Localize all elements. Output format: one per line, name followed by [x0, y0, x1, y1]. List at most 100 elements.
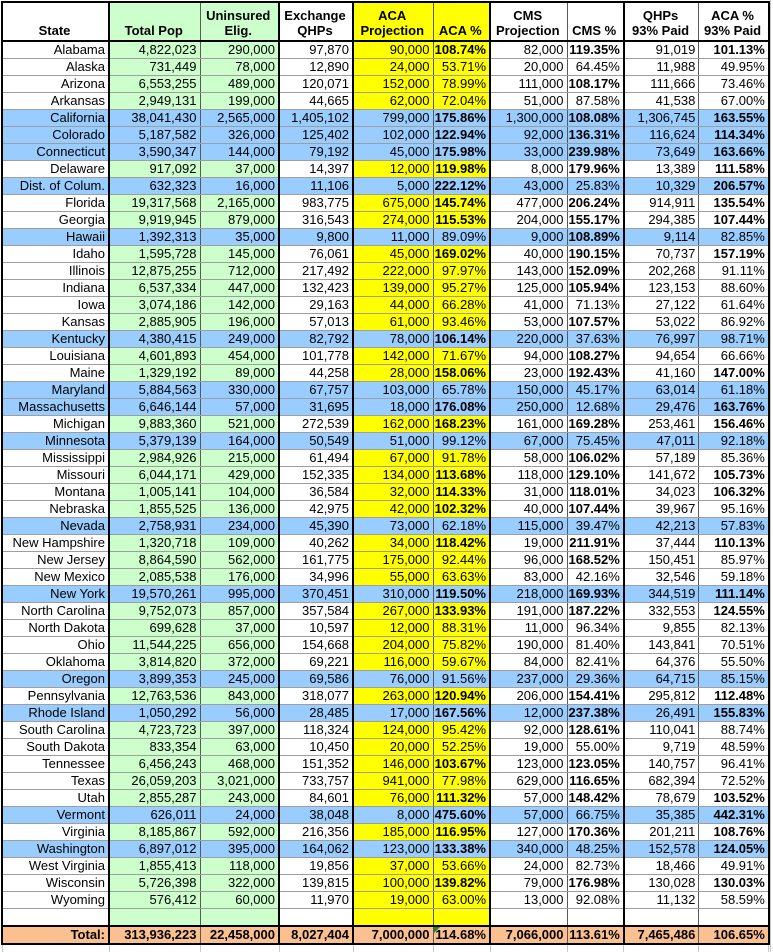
cell-aca_projection[interactable]: 123,000 [353, 840, 434, 858]
cell-total_pop[interactable]: 833,354 [109, 738, 201, 756]
cell-aca_projection[interactable]: 310,000 [353, 585, 434, 603]
cell-aca_pct_93_paid[interactable]: 101.13% [698, 41, 770, 59]
cell-aca_projection[interactable]: 76,000 [353, 670, 434, 688]
cell-qhps_93_paid[interactable]: 94,654 [623, 347, 700, 365]
cell-exchange_qhps[interactable]: 34,996 [279, 568, 354, 586]
cell-aca_pct[interactable]: 158.06% [433, 364, 491, 382]
cell-cms_projection[interactable]: 191,000 [490, 602, 568, 620]
cell-aca_pct_93_paid[interactable]: 49.95% [698, 58, 770, 76]
cell-cms_pct[interactable]: 107.57% [567, 313, 625, 331]
cell-total_pop[interactable]: 38,041,430 [109, 109, 201, 127]
cell-aca_pct[interactable]: 91.78% [433, 449, 491, 467]
cell-aca_pct_93_paid[interactable]: 98.71% [698, 330, 770, 348]
cell-aca_pct_93_paid[interactable]: 112.48% [698, 687, 770, 705]
cell-aca_pct_93_paid[interactable]: 48.59% [698, 738, 770, 756]
cell-total_pop[interactable]: 576,412 [109, 891, 201, 909]
cell-aca_pct_93_paid[interactable]: 106.32% [698, 483, 770, 501]
cell-exchange_qhps[interactable]: 154,668 [279, 636, 354, 654]
cell-aca_projection[interactable]: 24,000 [353, 58, 434, 76]
cell-state[interactable]: California [1, 109, 110, 127]
cell-uninsured_elig[interactable]: 78,000 [200, 58, 280, 76]
cell-exchange_qhps[interactable]: 1,405,102 [279, 109, 354, 127]
cell-aca_pct[interactable]: 91.56% [433, 670, 491, 688]
cell-qhps_93_paid[interactable]: 294,385 [623, 211, 700, 229]
cell-total_pop[interactable]: 2,885,905 [109, 313, 201, 331]
cell-qhps_93_paid[interactable]: 10,329 [623, 177, 700, 195]
cell-cms_projection[interactable]: 20,000 [490, 58, 568, 76]
cell-qhps_93_paid[interactable]: 110,041 [623, 721, 700, 739]
cell-cms_pct[interactable]: 66.75% [567, 806, 625, 824]
cell-aca_projection[interactable]: 162,000 [353, 415, 434, 433]
cell-state[interactable]: Arizona [1, 75, 110, 93]
cell-uninsured_elig[interactable]: 429,000 [200, 466, 280, 484]
cell-total_pop[interactable]: 5,884,563 [109, 381, 201, 399]
cell-aca_pct_93_paid[interactable]: 58.59% [698, 891, 770, 909]
cell-empty[interactable] [433, 908, 491, 927]
cell-state[interactable]: Missouri [1, 466, 110, 484]
cell-cms_projection[interactable]: 220,000 [490, 330, 568, 348]
cell-state[interactable]: Idaho [1, 245, 110, 263]
cell-qhps_93_paid[interactable]: 344,519 [623, 585, 700, 603]
cell-exchange_qhps[interactable]: 164,062 [279, 840, 354, 858]
cell-cms_pct[interactable]: 118.01% [567, 483, 625, 501]
cell-cms_projection[interactable]: 1,300,000 [490, 109, 568, 127]
cell-aca_pct_93_paid[interactable]: 70.51% [698, 636, 770, 654]
cell-state[interactable]: Hawaii [1, 228, 110, 246]
cell-exchange_qhps[interactable]: 120,071 [279, 75, 354, 93]
cell-cms_pct[interactable]: 82.41% [567, 653, 625, 671]
cell-total_pop[interactable]: 6,537,334 [109, 279, 201, 297]
cell-aca_pct_93_paid[interactable]: 107.44% [698, 211, 770, 229]
cell-state[interactable]: Colorado [1, 126, 110, 144]
cell-total_pop[interactable]: 8,864,590 [109, 551, 201, 569]
cell-aca_pct[interactable]: 222.12% [433, 177, 491, 195]
cell-aca_pct[interactable]: 103.67% [433, 755, 491, 773]
cell-cms_pct[interactable]: 119.35% [567, 41, 625, 59]
cell-uninsured_elig[interactable]: 592,000 [200, 823, 280, 841]
cell-empty[interactable] [1, 908, 110, 927]
cell-aca_pct_93_paid[interactable]: 114.34% [698, 126, 770, 144]
cell-qhps_93_paid[interactable]: 9,114 [623, 228, 700, 246]
cell-qhps_93_paid[interactable]: 9,719 [623, 738, 700, 756]
cell-total_pop[interactable]: 5,187,582 [109, 126, 201, 144]
cell-uninsured_elig[interactable]: 857,000 [200, 602, 280, 620]
cell-cms_projection[interactable]: 41,000 [490, 296, 568, 314]
cell-qhps_93_paid[interactable]: 27,122 [623, 296, 700, 314]
cell-uninsured_elig[interactable]: 104,000 [200, 483, 280, 501]
cell-aca_pct[interactable]: 92.44% [433, 551, 491, 569]
cell-cms_projection[interactable]: 83,000 [490, 568, 568, 586]
cell-aca_pct_93_paid[interactable]: 124.55% [698, 602, 770, 620]
cell-total-cms_projection[interactable]: 7,066,000 [490, 925, 568, 945]
header-cell-uninsured_elig[interactable]: Uninsured Elig. [200, 1, 280, 42]
cell-cms_projection[interactable]: 477,000 [490, 194, 568, 212]
cell-total-label[interactable]: Total: [1, 925, 110, 945]
cell-qhps_93_paid[interactable]: 41,160 [623, 364, 700, 382]
cell-cms_pct[interactable]: 239.98% [567, 143, 625, 161]
cell-aca_pct[interactable]: 65.78% [433, 381, 491, 399]
cell-uninsured_elig[interactable]: 24,000 [200, 806, 280, 824]
cell-aca_pct_93_paid[interactable]: 147.00% [698, 364, 770, 382]
cell-total_pop[interactable]: 4,723,723 [109, 721, 201, 739]
cell-cms_pct[interactable]: 108.08% [567, 109, 625, 127]
cell-exchange_qhps[interactable]: 57,013 [279, 313, 354, 331]
cell-qhps_93_paid[interactable]: 39,967 [623, 500, 700, 518]
cell-uninsured_elig[interactable]: 330,000 [200, 381, 280, 399]
cell-qhps_93_paid[interactable]: 70,737 [623, 245, 700, 263]
cell-total_pop[interactable]: 626,011 [109, 806, 201, 824]
header-cell-cms_pct[interactable]: CMS % [567, 1, 625, 42]
cell-aca_pct[interactable]: 111.32% [433, 789, 491, 807]
cell-state[interactable]: Texas [1, 772, 110, 790]
cell-uninsured_elig[interactable]: 322,000 [200, 874, 280, 892]
cell-qhps_93_paid[interactable]: 1,306,745 [623, 109, 700, 127]
cell-cms_projection[interactable]: 12,000 [490, 704, 568, 722]
cell-uninsured_elig[interactable]: 290,000 [200, 41, 280, 59]
cell-exchange_qhps[interactable]: 118,324 [279, 721, 354, 739]
cell-aca_pct[interactable]: 78.99% [433, 75, 491, 93]
cell-total_pop[interactable]: 1,320,718 [109, 534, 201, 552]
cell-cms_projection[interactable]: 8,000 [490, 160, 568, 178]
cell-exchange_qhps[interactable]: 28,485 [279, 704, 354, 722]
cell-qhps_93_paid[interactable]: 41,538 [623, 92, 700, 110]
cell-aca_pct[interactable]: 113.68% [433, 466, 491, 484]
cell-aca_pct[interactable]: 119.98% [433, 160, 491, 178]
cell-aca_pct_93_paid[interactable]: 85.97% [698, 551, 770, 569]
cell-cms_pct[interactable]: 155.17% [567, 211, 625, 229]
